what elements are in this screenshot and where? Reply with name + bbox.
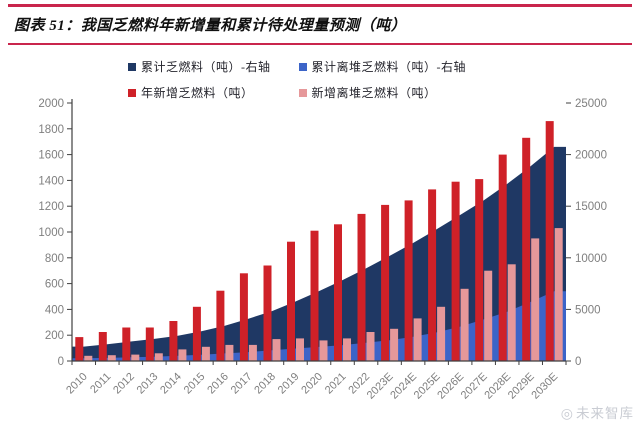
bar: [272, 339, 281, 361]
legend-item: 新增离堆乏燃料（吨）: [298, 84, 467, 101]
legend-swatch-navy: [128, 62, 136, 71]
y-axis-left-tick-label: 800: [45, 253, 64, 265]
x-axis-tick-label: 2017: [229, 371, 255, 397]
x-axis-tick-label: 2030E: [529, 371, 560, 402]
y-axis-left-tick-label: 400: [45, 304, 64, 316]
bar: [98, 332, 107, 361]
y-axis-left: 0 200 400 600 800 1000 1200 1400 1600 1800 2000: [38, 98, 72, 368]
legend-label: 累计乏燃料（吨）-右轴: [141, 60, 271, 74]
legend-swatch-pink: [298, 88, 307, 97]
x-axis-tick-label: 2012: [111, 371, 137, 397]
y-axis-right-tick-label: 0: [575, 356, 581, 368]
x-axis-tick-label: 2014: [158, 371, 184, 397]
legend-item: 累计离堆乏燃料（吨）-右轴: [298, 58, 467, 75]
bar: [507, 264, 516, 362]
watermark-logo-icon: ◎: [560, 407, 574, 422]
bar: [287, 241, 295, 361]
y-axis-left-tick-label: 1800: [38, 124, 64, 136]
bar: [451, 181, 460, 361]
bar: [390, 328, 399, 362]
bar: [531, 238, 540, 361]
legend-label: 累计离堆乏燃料（吨）-右轴: [311, 60, 466, 74]
y-axis-left-tick-label: 1400: [38, 175, 64, 187]
bar: [554, 228, 563, 361]
x-axis-tick-label: 2010: [64, 371, 90, 397]
bar: [225, 344, 234, 361]
bar: [428, 189, 437, 361]
bar: [381, 204, 390, 361]
legend-item: 累计乏燃料（吨）-右轴: [128, 58, 271, 75]
bar: [404, 200, 413, 361]
bar: [107, 355, 116, 361]
bar: [343, 338, 351, 361]
y-axis-left-tick-label: 1000: [38, 227, 64, 239]
legend-label: 新增离堆乏燃料（吨）: [311, 86, 437, 100]
legend-swatch-blue: [298, 62, 307, 71]
x-axis-tick-label: 2011: [88, 371, 113, 396]
bar: [131, 354, 140, 361]
bar: [84, 355, 93, 361]
figure-title: 图表 51：我国乏燃料年新增量和累计待处理量预测（吨）: [14, 18, 407, 34]
x-axis-tick-label: 2015: [182, 371, 208, 397]
bar-series-pink: [84, 228, 563, 362]
bar: [263, 265, 272, 361]
y-axis-right-tick-label: 20000: [575, 150, 607, 162]
y-axis-left-tick-label: 1600: [38, 150, 64, 162]
bar: [296, 338, 304, 361]
bar: [334, 224, 342, 361]
bar: [239, 273, 248, 361]
bar: [310, 230, 319, 361]
x-axis-tick-label: 2013: [135, 371, 161, 397]
bar: [475, 179, 484, 361]
bar: [357, 213, 366, 361]
bar: [460, 288, 469, 361]
bar: [545, 121, 554, 361]
x-axis-tick-label: 2019: [276, 371, 302, 397]
bar: [169, 321, 178, 361]
bar: [484, 270, 493, 361]
legend-item: 年新增乏燃料（吨）: [128, 84, 271, 101]
y-axis-right-tick-label: 15000: [575, 201, 607, 213]
figure-header: 图表 51：我国乏燃料年新增量和累计待处理量预测（吨）: [8, 4, 632, 45]
y-axis-left-tick-label: 2000: [38, 98, 64, 110]
bar-series-red: [75, 121, 554, 361]
x-axis-tick-label: 2021: [323, 371, 349, 397]
bar: [413, 318, 422, 361]
watermark-text: 未来智库: [576, 406, 634, 421]
legend-label: 年新增乏燃料（吨）: [141, 86, 254, 100]
bar: [75, 337, 84, 361]
bar: [178, 349, 187, 361]
chart-plot: 0200400600800100012001400160018002000050…: [38, 98, 607, 402]
y-axis-left-tick-label: 0: [58, 356, 64, 368]
x-axis-tick-label: 2020: [299, 371, 325, 397]
watermark: ◎ 未来智库: [561, 402, 634, 423]
bar: [122, 327, 131, 361]
y-axis-right-tick-label: 10000: [575, 253, 607, 265]
y-axis-right: 0 5000 10000 15000 20000 25000: [566, 98, 607, 368]
bar: [248, 344, 257, 361]
x-axis: 2010201120122013201420152016201720182019…: [64, 361, 567, 402]
x-axis-tick-label: 2018: [252, 371, 278, 397]
x-axis-tick-label: 2016: [205, 371, 231, 397]
y-axis-left-tick-label: 1200: [38, 201, 64, 213]
bar: [201, 346, 210, 361]
bar: [366, 332, 375, 361]
bar: [437, 306, 446, 361]
bar: [319, 340, 328, 361]
bar: [498, 154, 507, 361]
y-axis-right-tick-label: 5000: [575, 304, 601, 316]
bar: [154, 353, 163, 361]
y-axis-left-tick-label: 200: [45, 330, 64, 342]
bar: [216, 290, 225, 361]
bar: [145, 327, 154, 361]
chart-legend: 累计乏燃料（吨）-右轴 累计离堆乏燃料（吨）-右轴年新增乏燃料（吨） 新增离堆乏燃料…: [128, 58, 466, 101]
legend-swatch-red: [128, 88, 136, 97]
y-axis-left-tick-label: 600: [45, 279, 64, 291]
bar: [192, 306, 201, 361]
y-axis-right-tick-label: 25000: [575, 98, 607, 110]
bar: [522, 137, 531, 361]
